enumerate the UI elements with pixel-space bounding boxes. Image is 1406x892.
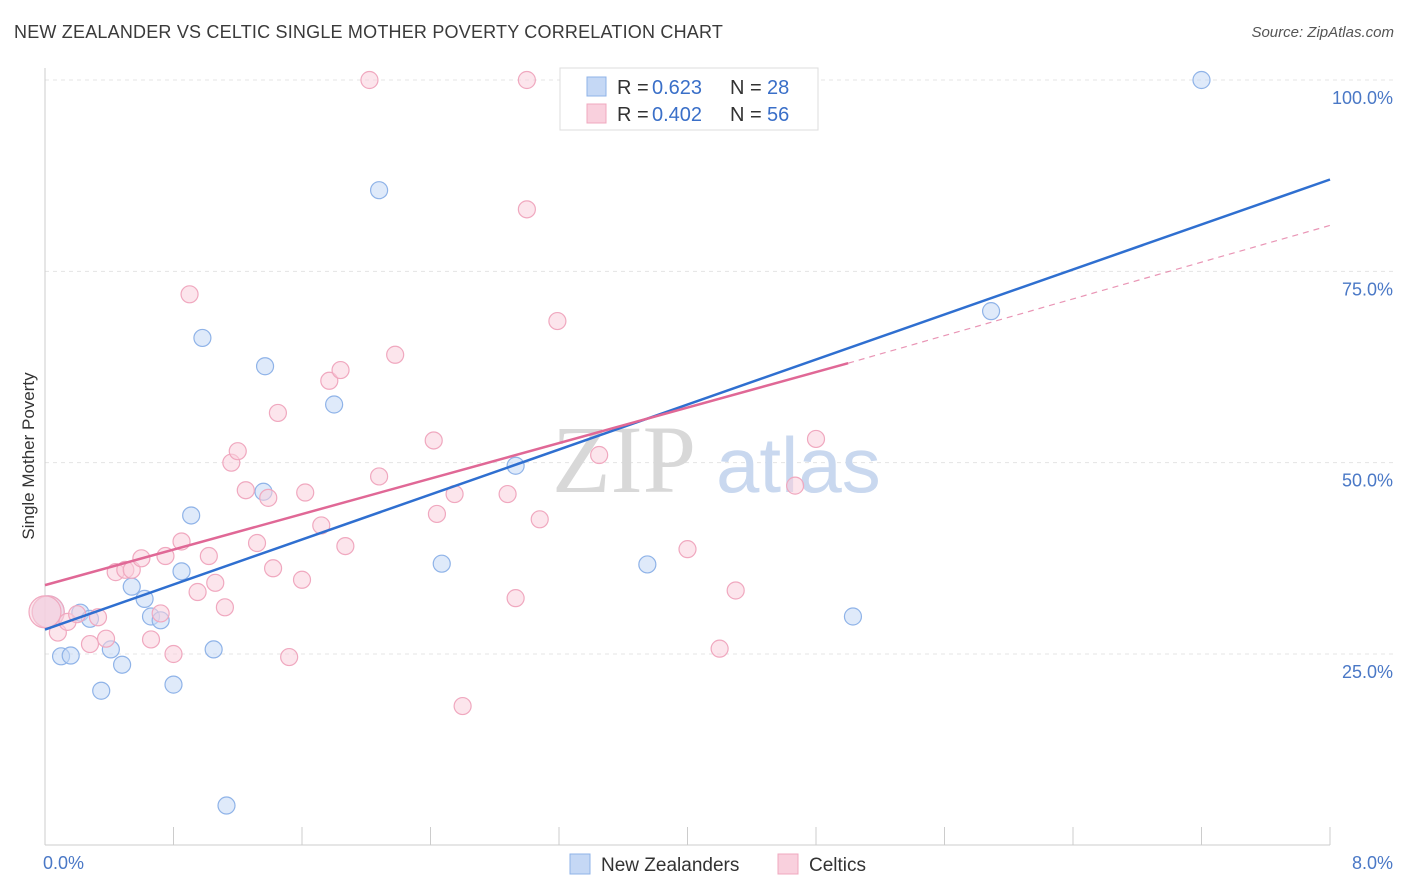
point-celtic-25 xyxy=(259,488,278,507)
point-celtic-54 xyxy=(806,429,826,449)
point-nz-8 xyxy=(122,577,141,596)
point-celtic-22 xyxy=(228,442,247,461)
point-celtic-53 xyxy=(786,476,805,495)
point-celtic-48 xyxy=(590,445,609,465)
point-nz-13 xyxy=(172,562,191,581)
point-celtic-32 xyxy=(320,371,339,390)
watermark-zip: ZIP xyxy=(552,406,696,513)
y-tick-label-3: 25.0% xyxy=(1342,662,1393,682)
point-celtic-38 xyxy=(424,431,443,450)
point-celtic-12 xyxy=(151,604,170,623)
point-nz-26 xyxy=(981,302,1001,321)
point-celtic-55 xyxy=(28,595,62,629)
point-celtic-43 xyxy=(506,589,525,608)
point-celtic-33 xyxy=(331,360,350,380)
point-nz-20 xyxy=(325,395,344,414)
point-celtic-19 xyxy=(206,573,225,592)
regression-lines xyxy=(44,178,1331,631)
point-nz-25 xyxy=(843,607,863,626)
point-celtic-24 xyxy=(247,533,267,553)
stats-r-value-nz: 0.623 xyxy=(652,77,702,99)
stats-n-value-nz: 28 xyxy=(767,77,789,99)
point-celtic-46 xyxy=(530,510,549,529)
point-celtic-45 xyxy=(517,200,536,219)
y-axis-title: Single Mother Poverty xyxy=(19,372,38,540)
point-celtic-4 xyxy=(80,634,100,654)
x-tick-labels: 0.0% 8.0% xyxy=(43,853,1393,873)
stats-r-label-celtic: R = xyxy=(617,104,649,126)
regression-line-celtic xyxy=(44,361,849,587)
axes xyxy=(44,68,1331,846)
point-nz-14 xyxy=(182,506,201,525)
point-nz-12 xyxy=(164,675,183,694)
point-nz-27 xyxy=(1192,70,1211,90)
point-celtic-42 xyxy=(498,484,517,504)
point-celtic-23 xyxy=(236,481,255,500)
stats-legend-swatch-celtic xyxy=(586,103,607,124)
y-tick-label-1: 75.0% xyxy=(1342,279,1393,299)
stats-r-label-nz: R = xyxy=(617,77,649,99)
stats-legend-swatch-nz xyxy=(586,76,607,97)
x-tick-label-1: 8.0% xyxy=(1352,853,1393,873)
point-nz-24 xyxy=(638,555,657,574)
point-celtic-6 xyxy=(96,629,116,648)
stats-n-label-nz: N = xyxy=(730,77,762,99)
stats-legend: R = 0.623 N = 28 R = 0.402 N = 56 xyxy=(559,67,819,131)
point-nz-7 xyxy=(112,655,132,674)
legend-swatch-new-zealanders xyxy=(569,853,591,875)
point-nz-15 xyxy=(193,328,212,348)
legend-label-new-zealanders: New Zealanders xyxy=(601,855,739,876)
point-nz-2 xyxy=(61,646,80,665)
y-tick-labels: 100.0% 75.0% 50.0% 25.0% xyxy=(1332,88,1393,682)
point-celtic-11 xyxy=(141,630,161,649)
point-celtic-14 xyxy=(164,644,183,664)
regression-line-nz xyxy=(44,178,1331,631)
stats-n-value-celtic: 56 xyxy=(767,104,789,126)
regression-line-dashed-celtic xyxy=(847,224,1331,364)
point-nz-22 xyxy=(432,554,451,573)
point-celtic-28 xyxy=(280,647,299,667)
point-celtic-36 xyxy=(370,467,389,486)
source-label: Source: ZipAtlas.com xyxy=(1251,24,1394,41)
point-nz-21 xyxy=(370,181,389,200)
point-celtic-39 xyxy=(427,504,447,524)
legend-swatch-celtics xyxy=(777,853,799,875)
point-nz-17 xyxy=(217,796,236,815)
bottom-legend: New Zealanders Celtics xyxy=(569,853,866,876)
point-celtic-17 xyxy=(188,582,207,602)
stats-r-value-celtic: 0.402 xyxy=(652,104,702,126)
gridlines xyxy=(45,79,1395,655)
point-celtic-44 xyxy=(517,70,536,90)
point-nz-16 xyxy=(204,640,223,659)
point-celtic-47 xyxy=(548,311,567,331)
point-celtic-51 xyxy=(710,639,729,658)
point-celtic-18 xyxy=(199,546,218,566)
chart-title: NEW ZEALANDER VS CELTIC SINGLE MOTHER PO… xyxy=(14,22,724,42)
point-celtic-34 xyxy=(336,536,355,556)
point-celtic-37 xyxy=(386,345,405,364)
stats-n-label-celtic: N = xyxy=(730,104,762,126)
point-celtic-29 xyxy=(292,570,312,589)
point-nz-5 xyxy=(92,681,111,700)
point-celtic-16 xyxy=(180,285,199,304)
point-celtic-20 xyxy=(215,598,234,617)
point-celtic-30 xyxy=(296,483,315,502)
point-celtic-41 xyxy=(453,696,472,716)
point-celtic-52 xyxy=(726,581,745,600)
point-celtic-26 xyxy=(263,559,283,578)
point-nz-18 xyxy=(255,357,275,376)
point-celtic-35 xyxy=(360,70,379,90)
point-celtic-27 xyxy=(268,403,288,423)
y-tick-label-2: 50.0% xyxy=(1342,471,1393,491)
legend-label-celtics: Celtics xyxy=(809,855,866,876)
y-tick-label-0: 100.0% xyxy=(1332,88,1393,108)
point-celtic-50 xyxy=(678,540,697,559)
watermark-atlas: atlas xyxy=(716,421,881,509)
x-tick-label-0: 0.0% xyxy=(43,853,84,873)
